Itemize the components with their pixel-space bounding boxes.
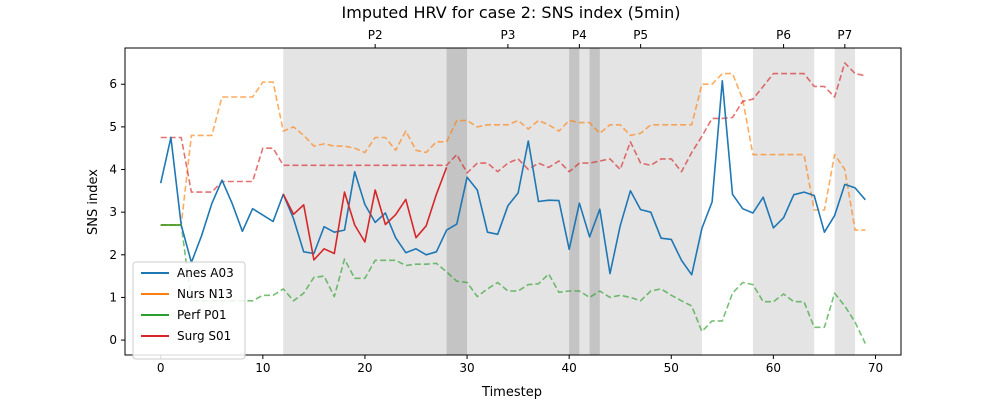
phase-band-1 bbox=[447, 48, 467, 355]
y-tick-label: 1 bbox=[109, 290, 117, 304]
phase-band-4 bbox=[753, 48, 814, 355]
y-tick-label: 6 bbox=[109, 77, 117, 91]
top-tick-label: P4 bbox=[572, 28, 587, 42]
y-axis: 0 1 2 3 4 5 6 bbox=[109, 77, 125, 347]
phase-band-0 bbox=[283, 48, 702, 355]
x-tick-label: 20 bbox=[357, 361, 372, 375]
x-tick-label: 60 bbox=[766, 361, 781, 375]
x-tick-label: 40 bbox=[562, 361, 577, 375]
y-axis-label: SNS index bbox=[86, 169, 101, 235]
y-tick-label: 4 bbox=[109, 163, 117, 177]
phase-shading bbox=[283, 48, 855, 355]
legend: Anes A03 Nurs N13 Perf P01 Surg S01 bbox=[133, 262, 245, 359]
y-tick-label: 2 bbox=[109, 248, 117, 262]
x-tick-label: 10 bbox=[255, 361, 270, 375]
x-tick-label: 70 bbox=[868, 361, 883, 375]
y-tick-label: 5 bbox=[109, 120, 117, 134]
legend-label: Surg S01 bbox=[177, 329, 231, 343]
top-tick-label: P5 bbox=[633, 28, 648, 42]
top-tick-label: P3 bbox=[500, 28, 515, 42]
chart-title: Imputed HRV for case 2: SNS index (5min) bbox=[342, 3, 681, 22]
phase-band-2 bbox=[569, 48, 579, 355]
phase-band-5 bbox=[835, 48, 855, 355]
x-axis: 0 10 20 30 40 50 60 70 bbox=[157, 355, 883, 375]
y-tick-label: 3 bbox=[109, 205, 117, 219]
phase-band-3 bbox=[590, 48, 600, 355]
y-tick-label: 0 bbox=[109, 333, 117, 347]
legend-label: Anes A03 bbox=[177, 266, 234, 280]
top-tick-label: P6 bbox=[776, 28, 791, 42]
x-axis-label: Timestep bbox=[481, 385, 542, 400]
x-tick-label: 50 bbox=[664, 361, 679, 375]
legend-label: Nurs N13 bbox=[177, 287, 233, 301]
x-tick-label: 30 bbox=[459, 361, 474, 375]
top-tick-label: P2 bbox=[368, 28, 383, 42]
top-phase-axis: P2 P3 P4 P5 P6 P7 bbox=[368, 28, 853, 48]
top-tick-label: P7 bbox=[837, 28, 852, 42]
x-tick-label: 0 bbox=[157, 361, 165, 375]
legend-label: Perf P01 bbox=[177, 308, 227, 322]
